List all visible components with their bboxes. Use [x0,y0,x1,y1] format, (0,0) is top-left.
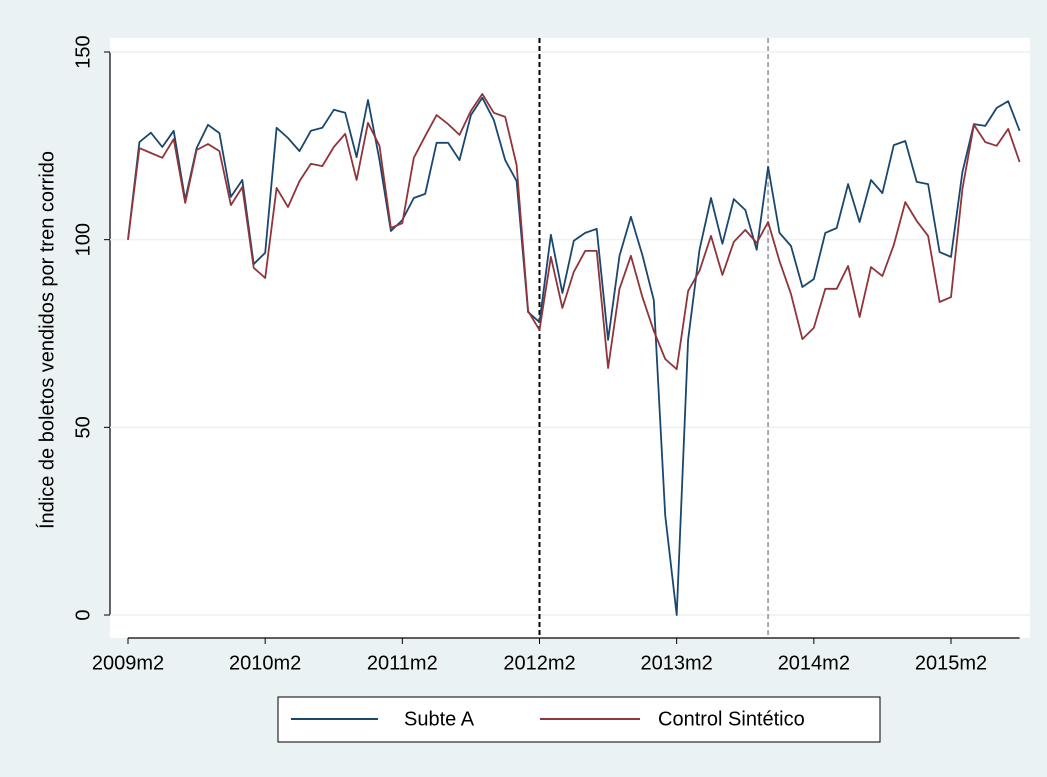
x-tick-label: 2014m2 [778,652,850,674]
legend-label: Subte A [404,708,475,730]
y-axis-title: Índice de boletos vendidos por tren corr… [35,151,58,529]
x-tick-label: 2013m2 [641,652,713,674]
x-tick-label: 2012m2 [503,652,575,674]
legend-label: Control Sintético [658,708,805,730]
plot-area [110,38,1030,638]
x-tick-label: 2010m2 [229,652,301,674]
y-tick-label: 100 [72,223,94,256]
y-tick-label: 50 [72,416,94,438]
y-tick-label: 0 [72,609,94,620]
series-line [127,93,1021,371]
y-tick-label: 150 [72,35,94,68]
x-tick-label: 2015m2 [915,652,987,674]
x-tick-label: 2009m2 [92,652,164,674]
x-tick-label: 2011m2 [367,652,438,674]
series-line [127,96,1021,616]
